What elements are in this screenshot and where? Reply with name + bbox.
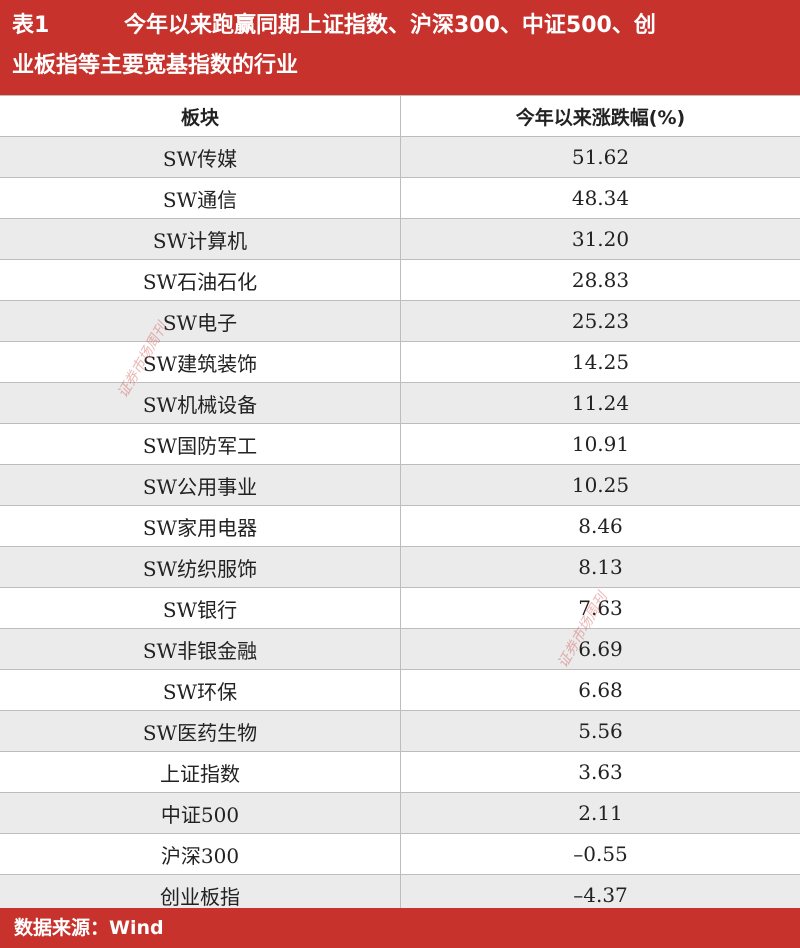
sector-name-cell: SW石油石化 — [0, 260, 401, 300]
table-row: SW纺织服饰 8.13 — [0, 547, 800, 588]
ytd-change-cell: 3.63 — [578, 760, 623, 784]
table-number: 表1 — [12, 13, 50, 38]
sector-name-cell: SW纺织服饰 — [0, 547, 401, 587]
ytd-change-cell: 6.69 — [578, 637, 623, 661]
sector-name-cell: 创业板指 — [0, 875, 401, 915]
sector-name-cell: SW非银金融 — [0, 629, 401, 669]
table-row: SW环保 6.68 — [0, 670, 800, 711]
table-caption: 表1 今年以来跑赢同期上证指数、沪深300、中证500、创 业板指等主要宽基指数的… — [0, 0, 800, 95]
ytd-change-cell: 14.25 — [571, 350, 630, 374]
ytd-change-cell: 2.11 — [578, 801, 623, 825]
ytd-change-cell: 5.56 — [578, 719, 623, 743]
table-row: SW机械设备 11.24 — [0, 383, 800, 424]
table-row: SW电子 25.23 — [0, 301, 800, 342]
sector-name-cell: 沪深300 — [0, 834, 401, 874]
sector-name-cell: SW环保 — [0, 670, 401, 710]
ytd-change-cell: 31.20 — [571, 227, 630, 251]
sector-name-cell: SW建筑装饰 — [0, 342, 401, 382]
table-row: SW医药生物 5.56 — [0, 711, 800, 752]
ytd-change-cell: –0.55 — [573, 842, 628, 866]
table-row: SW国防军工 10.91 — [0, 424, 800, 465]
ytd-change-cell: 25.23 — [571, 309, 630, 333]
table-row: SW非银金融 6.69 — [0, 629, 800, 670]
ytd-change-cell: 6.68 — [578, 678, 623, 702]
ytd-change-cell: 11.24 — [571, 391, 630, 415]
ytd-change-cell: 48.34 — [571, 186, 630, 210]
sector-name-cell: SW银行 — [0, 588, 401, 628]
caption-line-2: 业板指等主要宽基指数的行业 — [12, 53, 299, 78]
ytd-change-cell: 7.63 — [578, 596, 623, 620]
table-row: SW银行 7.63 — [0, 588, 800, 629]
sector-name-cell: SW家用电器 — [0, 506, 401, 546]
table-row: SW石油石化 28.83 — [0, 260, 800, 301]
column-header-ytd-change: 今年以来涨跌幅(%) — [515, 106, 686, 129]
sector-name-cell: SW公用事业 — [0, 465, 401, 505]
sector-name-cell: 上证指数 — [0, 752, 401, 792]
industry-table: 板块 今年以来涨跌幅(%) SW传媒 51.62 SW通信 48.34 SW计算机 31.… — [0, 95, 800, 916]
sector-name-cell: SW通信 — [0, 178, 401, 218]
sector-name-cell: SW机械设备 — [0, 383, 401, 423]
table-row: 沪深300 –0.55 — [0, 834, 800, 875]
table-row: 上证指数 3.63 — [0, 752, 800, 793]
sector-name-cell: SW国防军工 — [0, 424, 401, 464]
ytd-change-cell: –4.37 — [573, 883, 628, 907]
ytd-change-cell: 8.13 — [578, 555, 623, 579]
sector-name-cell: SW医药生物 — [0, 711, 401, 751]
table-row: SW家用电器 8.46 — [0, 506, 800, 547]
sector-name-cell: 中证500 — [0, 793, 401, 833]
ytd-change-cell: 10.91 — [571, 432, 630, 456]
sector-name-cell: SW传媒 — [0, 137, 401, 177]
table-row: SW计算机 31.20 — [0, 219, 800, 260]
caption-title-part-1: 今年以来跑赢同期上证指数、沪深300、中证500、创 — [124, 13, 656, 38]
ytd-change-cell: 10.25 — [571, 473, 630, 497]
table-row: SW通信 48.34 — [0, 178, 800, 219]
sector-name-cell: SW电子 — [0, 301, 401, 341]
caption-line-1: 表1 今年以来跑赢同期上证指数、沪深300、中证500、创 — [12, 6, 788, 46]
ytd-change-cell: 8.46 — [578, 514, 623, 538]
column-header-sector: 板块 — [0, 96, 401, 136]
ytd-change-cell: 28.83 — [571, 268, 630, 292]
ytd-change-cell: 51.62 — [571, 145, 630, 169]
table-row: 中证500 2.11 — [0, 793, 800, 834]
table-row: SW传媒 51.62 — [0, 137, 800, 178]
table-row: SW建筑装饰 14.25 — [0, 342, 800, 383]
data-source-footer: 数据来源：Wind — [0, 908, 800, 948]
sector-name-cell: SW计算机 — [0, 219, 401, 259]
table-row: SW公用事业 10.25 — [0, 465, 800, 506]
table-header-row: 板块 今年以来涨跌幅(%) — [0, 96, 800, 137]
